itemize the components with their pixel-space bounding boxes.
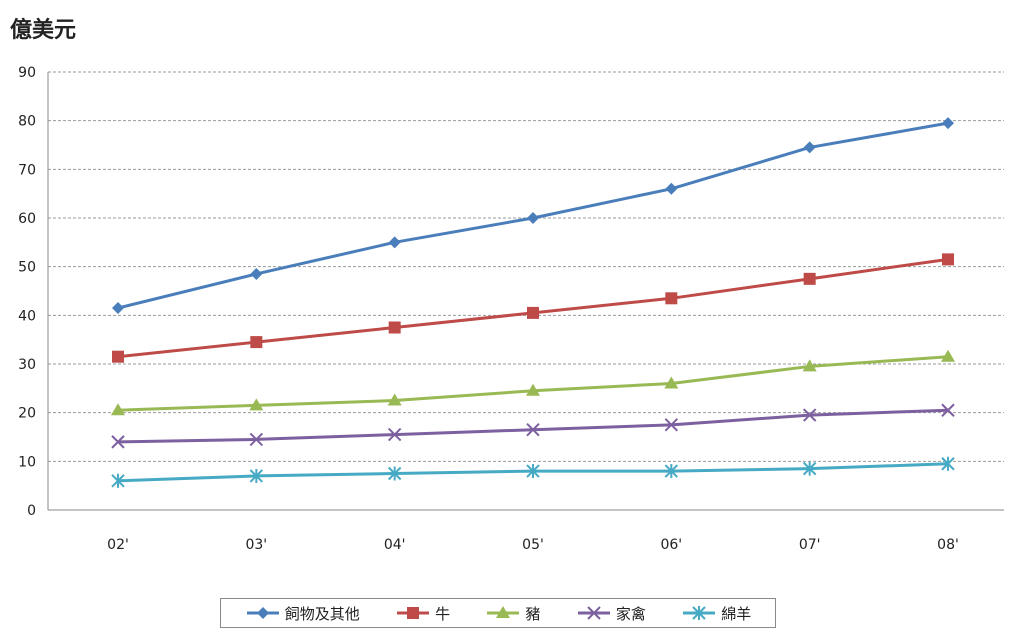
x-tick-label: 08' [937, 537, 959, 553]
data-point [387, 427, 402, 442]
legend-swatch [397, 607, 430, 619]
data-point [942, 117, 954, 130]
x-tick-label: 07' [799, 537, 821, 553]
data-point [802, 461, 817, 476]
data-point [387, 393, 402, 406]
data-point [526, 422, 540, 437]
y-tick-label: 50 [18, 260, 36, 276]
legend-item: 豬 [485, 603, 540, 624]
data-point [388, 236, 401, 249]
y-tick-label: 40 [18, 308, 36, 324]
data-point [111, 435, 125, 449]
data-point [388, 321, 401, 334]
data-point [250, 267, 263, 280]
data-point [111, 473, 125, 488]
legend-swatch [246, 607, 279, 619]
y-tick-label: 30 [18, 357, 36, 373]
legend: 飼物及其他 牛 豬 家禽 綿羊 [220, 598, 776, 628]
legend-swatch [577, 606, 610, 620]
legend-label: 飼物及其他 [284, 604, 360, 623]
legend-marker [407, 607, 420, 619]
y-tick-label: 60 [18, 211, 36, 227]
y-tick-label: 80 [18, 114, 36, 130]
data-point [526, 464, 540, 479]
data-point [112, 350, 124, 363]
data-point [941, 403, 955, 417]
legend-label: 家禽 [615, 604, 646, 623]
y-axis-unit-label: 億美元 [10, 18, 77, 43]
legend-item: 家禽 [576, 603, 646, 624]
y-tick-label: 20 [18, 406, 36, 422]
legend-swatch [487, 606, 520, 618]
x-tick-label: 03' [245, 537, 267, 553]
legend-label: 綿羊 [721, 604, 752, 623]
x-tick-label: 05' [522, 537, 544, 553]
data-point [249, 398, 264, 411]
x-tick-label: 06' [660, 537, 682, 553]
legend-item: 綿羊 [681, 603, 751, 624]
legend-label: 豬 [525, 604, 541, 623]
y-tick-label: 90 [18, 65, 36, 81]
data-point [942, 253, 954, 266]
y-tick-label: 10 [18, 454, 36, 470]
data-point [665, 182, 678, 195]
series-line-4 [117, 408, 949, 444]
data-point [664, 418, 679, 432]
legend-swatch [683, 606, 716, 620]
data-point [111, 403, 125, 416]
data-point [941, 349, 955, 362]
legend-marker [496, 606, 511, 618]
data-point [941, 456, 955, 471]
data-point [249, 432, 264, 447]
plot-area: 0 10 20 30 40 50 60 70 80 90 02' 03' 04' 05' 06' 07' 08' [18, 65, 1004, 553]
legend-label: 牛 [435, 604, 451, 623]
data-point [665, 292, 678, 305]
data-point [527, 212, 539, 224]
legend-marker [587, 606, 601, 620]
data-point [112, 302, 124, 315]
legend-marker [256, 607, 269, 619]
legend-item: 牛 [395, 603, 450, 624]
data-point [527, 306, 539, 319]
data-point [802, 408, 817, 422]
x-tick-label: 04' [384, 537, 406, 553]
legend-marker [692, 606, 706, 620]
y-tick-label: 70 [18, 162, 36, 178]
data-point [802, 359, 817, 372]
data-point [664, 464, 679, 479]
series-line-3 [117, 355, 949, 412]
data-point [249, 468, 264, 483]
data-point [803, 141, 816, 154]
data-point [387, 466, 402, 481]
data-point [803, 272, 816, 285]
data-point [250, 336, 263, 349]
x-tick-label: 02' [107, 537, 129, 553]
data-point [526, 383, 540, 396]
y-tick-label: 0 [27, 503, 36, 519]
legend-item: 飼物及其他 [245, 603, 360, 624]
data-point [664, 376, 679, 389]
